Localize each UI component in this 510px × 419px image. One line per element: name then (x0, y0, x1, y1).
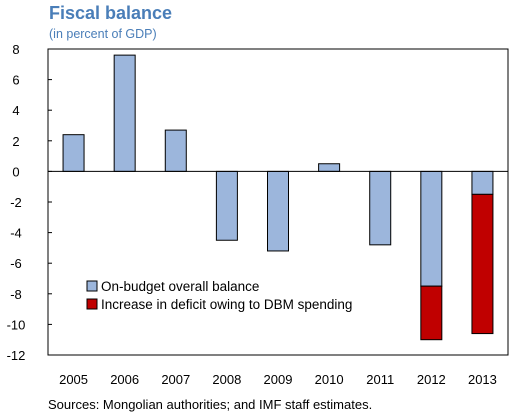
bar-2013-series-1 (471, 170, 494, 195)
y-tick-label: 6 (12, 73, 19, 88)
x-tick-label: 2008 (212, 372, 241, 387)
legend-swatch (86, 298, 98, 310)
x-tick-label: 2013 (468, 372, 497, 387)
bar-2005-series-1 (62, 134, 85, 172)
chart-subtitle: (in percent of GDP) (49, 27, 157, 41)
x-tick-label: 2009 (264, 372, 293, 387)
bar-2012-series-2 (420, 285, 443, 341)
y-tick-label: 4 (12, 103, 19, 118)
y-tick-label: -10 (7, 317, 26, 332)
source-note: Sources: Mongolian authorities; and IMF … (48, 397, 373, 412)
bar-series (62, 54, 494, 341)
bar-2008-series-1 (215, 170, 238, 241)
y-tick-label: -6 (10, 256, 22, 271)
y-tick-label: 0 (12, 164, 19, 179)
y-tick-label: -12 (7, 348, 26, 363)
x-tick-label: 2007 (161, 372, 190, 387)
bar-2012-series-1 (420, 170, 443, 287)
x-tick-label: 2006 (110, 372, 139, 387)
y-tick-label: -4 (10, 226, 22, 241)
x-tick-label: 2010 (315, 372, 344, 387)
y-tick-label: -2 (10, 195, 22, 210)
bar-2009-series-1 (267, 170, 289, 252)
legend-swatch (86, 280, 98, 292)
y-tick-label: -8 (10, 287, 22, 302)
bar-2011-series-1 (369, 170, 392, 246)
x-axis-tick-labels: 2005 2006 2007 2008 2009 2010 2011 2012 2013 (59, 372, 497, 387)
x-tick-label: 2005 (59, 372, 88, 387)
y-tick-label: 2 (12, 134, 19, 149)
legend: On-budget overall balance Increase in def… (86, 279, 352, 312)
chart-title: Fiscal balance (49, 3, 173, 23)
bar-2010-series-1 (318, 163, 341, 172)
bar-2007-series-1 (164, 129, 187, 172)
y-tick-label: 8 (12, 42, 19, 57)
bar-2006-series-1 (113, 54, 136, 172)
bar-2013-series-2 (471, 193, 494, 335)
legend-label: On-budget overall balance (101, 279, 259, 294)
y-axis-ticks: 8 6 4 2 0 -2 -4 -6 -8 -10 -12 (7, 42, 52, 363)
plot-frame (47, 48, 509, 356)
x-tick-label: 2011 (366, 372, 394, 387)
x-tick-label: 2012 (417, 372, 446, 387)
legend-label: Increase in deficit owing to DBM spendin… (101, 297, 352, 312)
